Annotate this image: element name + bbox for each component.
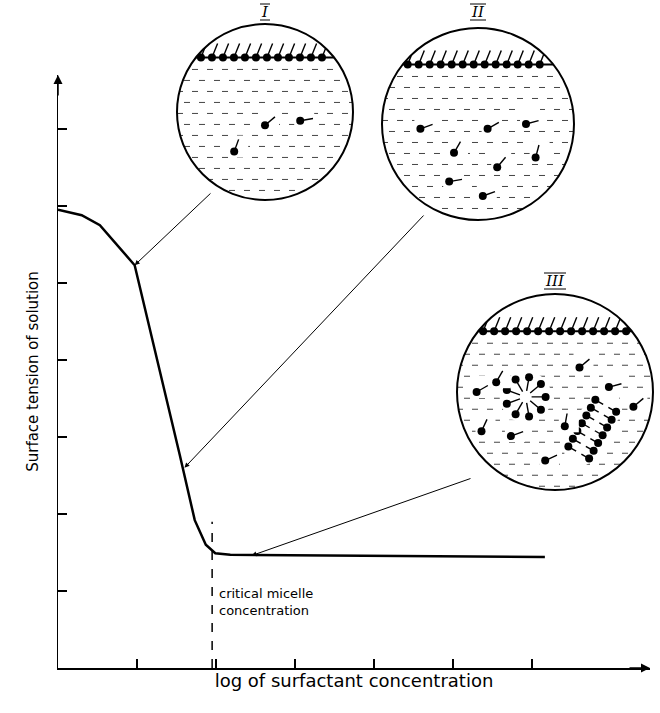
svg-text:critical micelleconcentration: critical micelleconcentration xyxy=(219,586,313,618)
svg-text:Surface tension of solution: Surface tension of solution xyxy=(24,271,42,472)
svg-text:log of surfactant concentratio: log of surfactant concentration xyxy=(215,670,494,691)
svg-text:III: III xyxy=(545,272,565,290)
svg-text:II: II xyxy=(471,3,485,21)
svg-text:I: I xyxy=(261,3,269,21)
